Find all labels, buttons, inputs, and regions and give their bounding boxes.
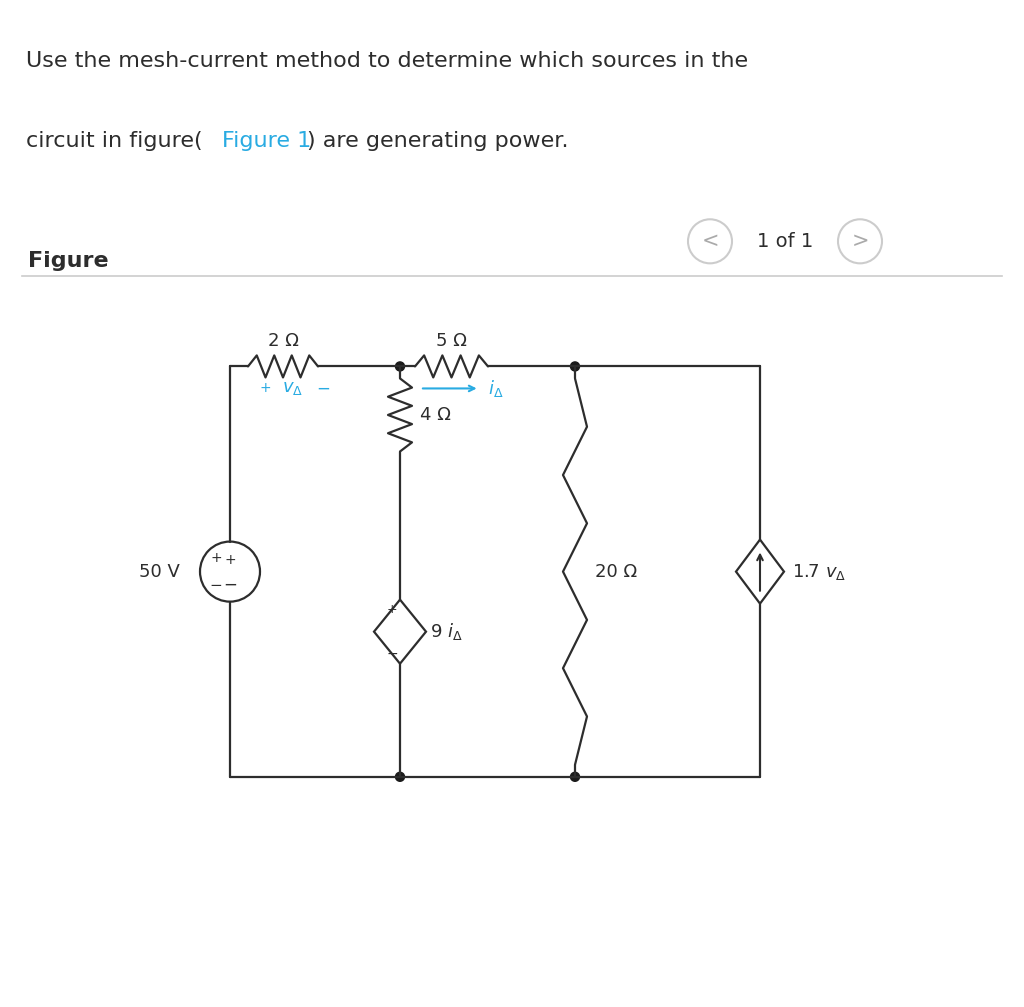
Text: −: − (223, 576, 237, 593)
Text: $9\ i_\Delta$: $9\ i_\Delta$ (430, 621, 463, 642)
Text: 4 Ω: 4 Ω (420, 406, 451, 424)
Text: +: + (387, 603, 397, 616)
Text: Figure 1: Figure 1 (222, 131, 311, 150)
Circle shape (395, 772, 404, 781)
Text: 5 Ω: 5 Ω (436, 332, 467, 350)
Circle shape (570, 362, 580, 371)
Circle shape (395, 362, 404, 371)
Text: +: + (259, 382, 270, 396)
Text: <: < (701, 232, 719, 252)
Text: >: > (851, 232, 868, 252)
Text: 50 V: 50 V (139, 563, 180, 581)
Text: 20 Ω: 20 Ω (595, 563, 637, 581)
Text: +: + (224, 553, 236, 567)
Text: Use the mesh-current method to determine which sources in the: Use the mesh-current method to determine… (26, 50, 748, 70)
Text: 1 of 1: 1 of 1 (757, 232, 813, 251)
Text: −: − (386, 646, 397, 661)
Text: $v_\Delta$: $v_\Delta$ (283, 380, 303, 398)
Text: circuit in figure(: circuit in figure( (26, 131, 202, 150)
Text: +: + (210, 551, 222, 565)
Circle shape (570, 772, 580, 781)
Text: −: − (210, 578, 222, 593)
Text: Figure: Figure (28, 252, 109, 271)
Text: 2 Ω: 2 Ω (267, 332, 298, 350)
Text: $i_\Delta$: $i_\Delta$ (487, 378, 503, 399)
Text: $1.7\ v_\Delta$: $1.7\ v_\Delta$ (792, 562, 846, 582)
Text: −: − (316, 380, 330, 398)
Text: ) are generating power.: ) are generating power. (307, 131, 568, 150)
